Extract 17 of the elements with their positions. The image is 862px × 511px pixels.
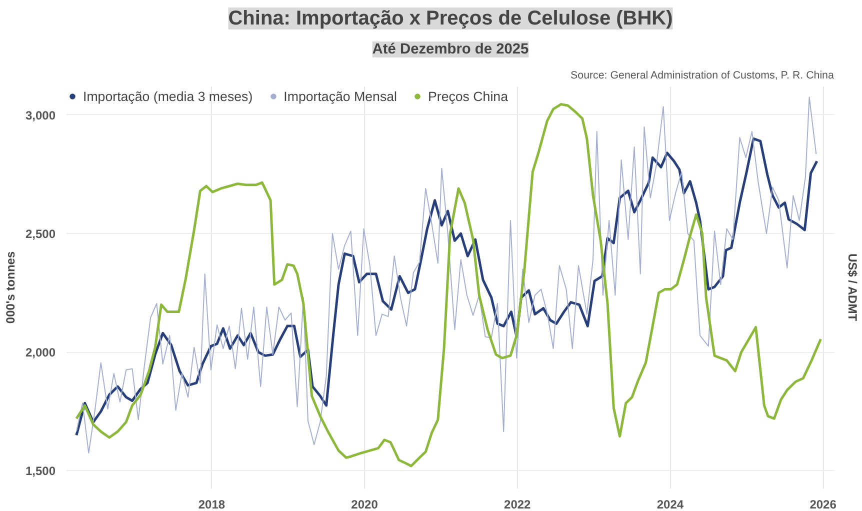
y-axis-title: 000's tonnes xyxy=(3,251,18,324)
legend-label: Preços China xyxy=(428,88,508,104)
legend-label: Importação (media 3 meses) xyxy=(83,88,253,104)
chart-subtitle: Até Dezembro de 2025 xyxy=(372,42,529,58)
x-tick-label: 2026 xyxy=(810,498,837,511)
x-tick-label: 2024 xyxy=(656,498,684,511)
y-tick-label: 2,000 xyxy=(25,346,56,360)
y-tick-label: 3,000 xyxy=(25,108,56,122)
x-tick-label: 2022 xyxy=(504,498,532,511)
legend-label: Importação Mensal xyxy=(284,88,397,104)
chart-title: China: Importação x Preços de Celulose (BHK) xyxy=(228,8,673,30)
y-tick-label: 1,500 xyxy=(25,464,56,478)
y-tick-label: 2,500 xyxy=(25,227,56,242)
y2-axis-title: US$ / ADMT xyxy=(846,254,860,322)
x-tick-label: 2020 xyxy=(351,498,378,511)
source-note: Source: General Administration of Customs, P. R. China xyxy=(570,70,834,82)
x-tick-label: 2018 xyxy=(198,498,226,511)
